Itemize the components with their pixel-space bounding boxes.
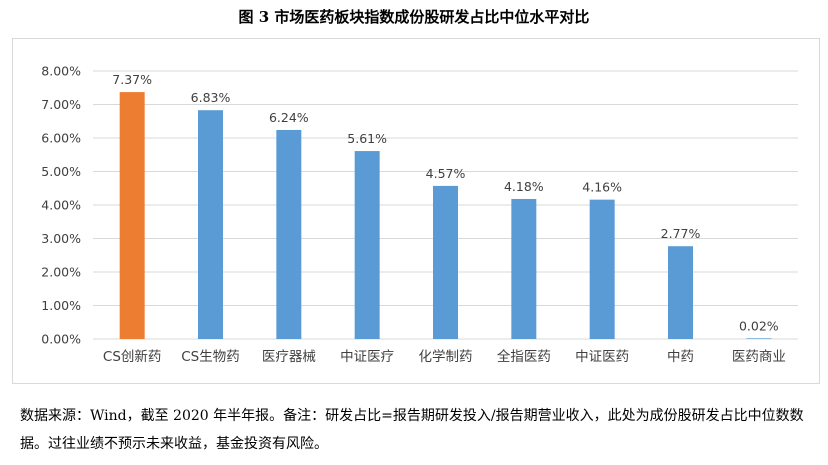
bar bbox=[589, 199, 615, 339]
x-category-label: CS创新药 bbox=[103, 349, 162, 365]
y-tick-label: 5.00% bbox=[41, 164, 81, 179]
data-label: 4.57% bbox=[426, 166, 466, 181]
x-category-label: 中证医疗 bbox=[340, 349, 394, 365]
data-label: 0.02% bbox=[739, 318, 779, 333]
x-category-label: 中药 bbox=[667, 349, 694, 365]
x-category-label: 化学制药 bbox=[419, 349, 473, 365]
x-category-label: 医疗器械 bbox=[262, 349, 316, 365]
data-label: 2.77% bbox=[661, 226, 701, 241]
bar bbox=[354, 151, 380, 339]
source-note: 数据来源：Wind，截至 2020 年半年报。备注：研发占比=报告期研发投入/报… bbox=[20, 408, 804, 452]
bar bbox=[668, 246, 693, 339]
y-tick-label: 0.00% bbox=[41, 332, 81, 347]
chart-frame: 0.00% 1.00% 2.00% 3.00% 4.00% 5.00% 6.00% 7.00%… bbox=[12, 38, 820, 384]
bar bbox=[198, 110, 223, 339]
bar bbox=[433, 185, 458, 339]
y-tick-label: 1.00% bbox=[41, 298, 81, 313]
bar bbox=[511, 198, 537, 339]
x-category-label: 医药商业 bbox=[732, 349, 786, 365]
data-label: 5.61% bbox=[347, 131, 387, 146]
x-category-label: 全指医药 bbox=[497, 348, 551, 365]
x-category-label: 中证医药 bbox=[575, 349, 629, 365]
y-tick-label: 8.00% bbox=[41, 64, 81, 79]
data-label: 6.24% bbox=[269, 110, 309, 125]
data-label: 6.83% bbox=[191, 90, 231, 105]
y-tick-label: 2.00% bbox=[41, 265, 81, 280]
y-tick-label: 3.00% bbox=[41, 231, 81, 246]
x-category-label: CS生物药 bbox=[181, 349, 240, 365]
chart-title: 图 3 市场医药板块指数成份股研发占比中位水平对比 bbox=[238, 8, 590, 26]
bar bbox=[746, 338, 772, 339]
bar bbox=[119, 92, 145, 339]
y-tick-label: 4.00% bbox=[41, 198, 81, 213]
data-label: 4.16% bbox=[582, 180, 622, 195]
data-label: 4.18% bbox=[504, 179, 544, 194]
data-label: 7.37% bbox=[112, 72, 152, 87]
y-tick-label: 6.00% bbox=[41, 131, 81, 146]
bar-chart: 0.00% 1.00% 2.00% 3.00% 4.00% 5.00% 6.00% 7.00%… bbox=[41, 64, 798, 365]
bar bbox=[276, 129, 302, 339]
y-tick-label: 7.00% bbox=[41, 97, 81, 112]
